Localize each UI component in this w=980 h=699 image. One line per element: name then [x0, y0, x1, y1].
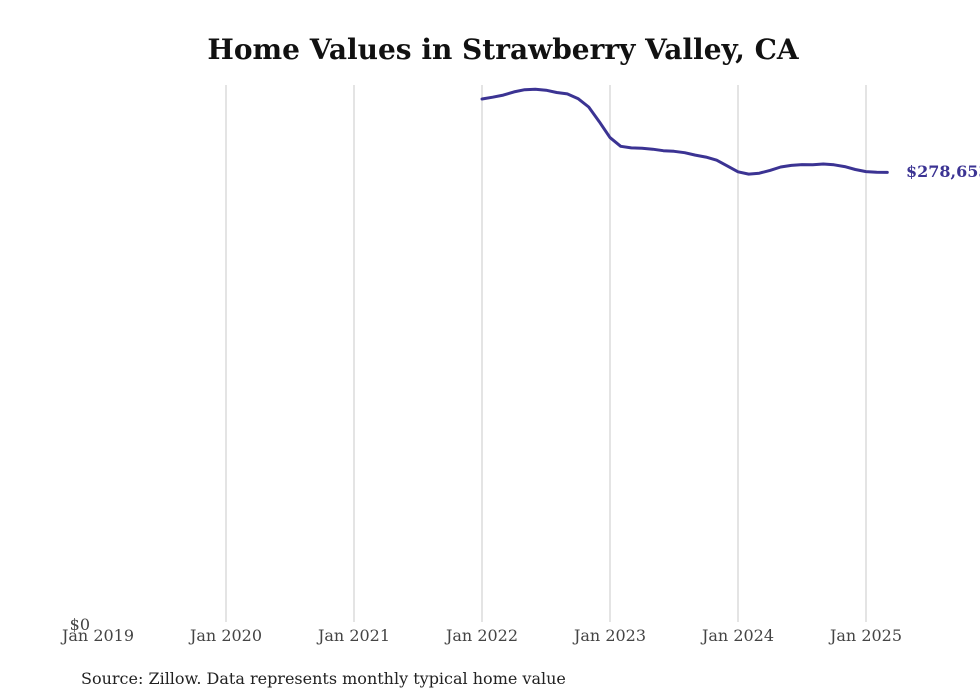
x-tick-label: Jan 2020: [188, 626, 262, 645]
x-tick-label: Jan 2022: [444, 626, 518, 645]
gridlines: [225, 85, 867, 622]
y-tick-label-zero: $0: [70, 615, 90, 634]
x-tick-label: Jan 2023: [572, 626, 646, 645]
source-note: Source: Zillow. Data represents monthly …: [81, 669, 566, 688]
series-line-home-value: [480, 87, 889, 176]
x-axis-ticks: Jan 2019 Jan 2020 Jan 2021 Jan 2022 Jan 2023…: [60, 626, 902, 645]
x-tick-label: Jan 2019: [60, 626, 134, 645]
x-tick-label: Jan 2024: [700, 626, 774, 645]
end-value-label: $278,653: [906, 162, 980, 181]
x-tick-label: Jan 2021: [316, 626, 390, 645]
chart-title: Home Values in Strawberry Valley, CA: [207, 33, 800, 66]
x-tick-label: Jan 2025: [828, 626, 902, 645]
